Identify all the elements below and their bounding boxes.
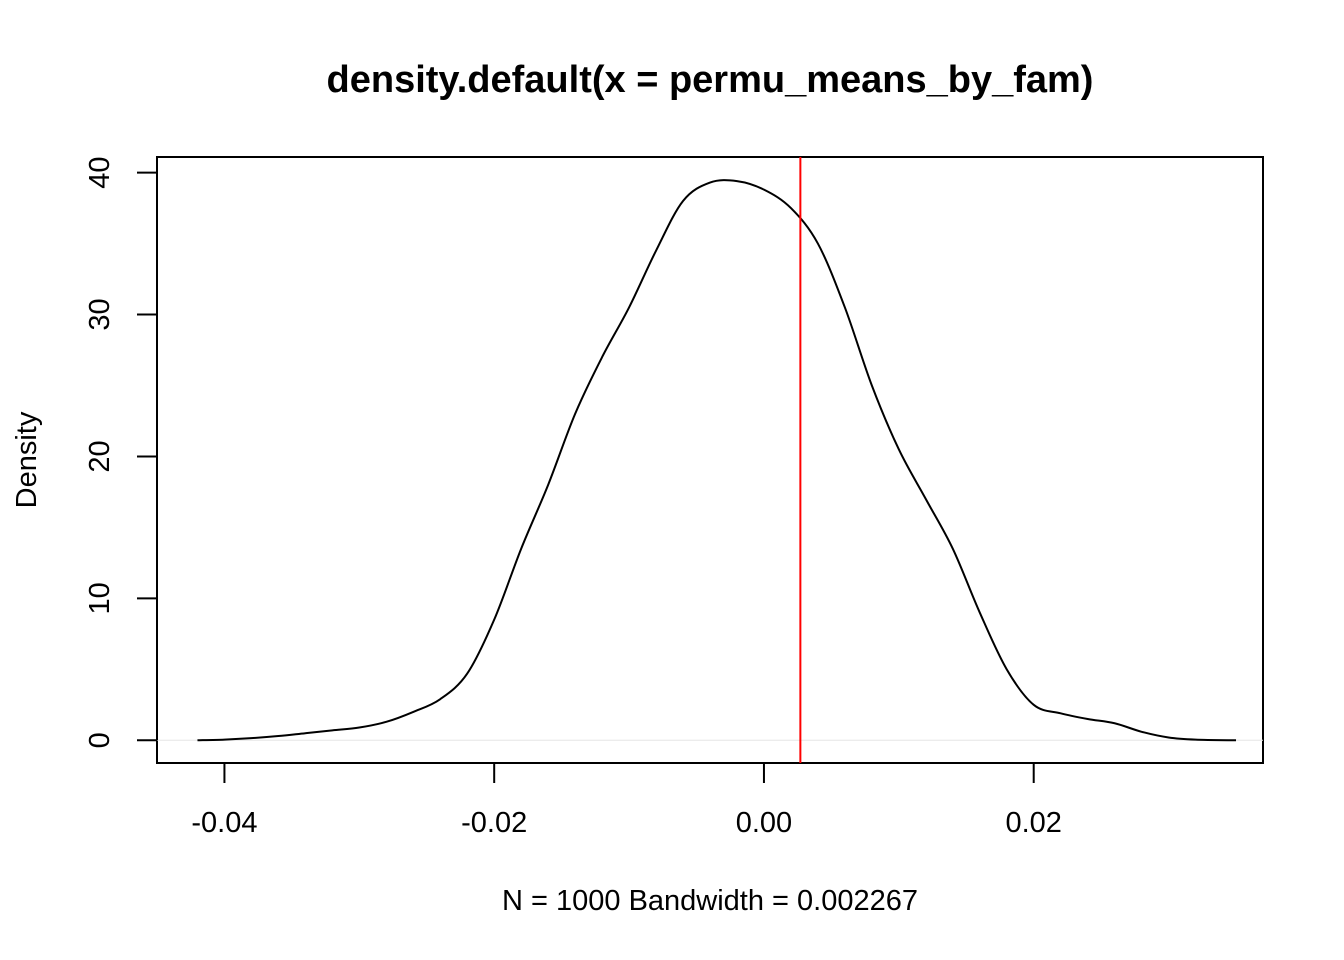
- y-tick-label: 30: [84, 298, 116, 330]
- x-tick-label: -0.04: [191, 807, 257, 839]
- x-tick-label: 0.00: [736, 807, 792, 839]
- x-axis-label: N = 1000 Bandwidth = 0.002267: [502, 885, 918, 917]
- y-axis-label: Density: [11, 411, 43, 508]
- y-tick-label: 20: [84, 440, 116, 472]
- y-tick-label: 0: [84, 732, 116, 748]
- x-tick-label: 0.02: [1005, 807, 1061, 839]
- y-tick-label: 40: [84, 156, 116, 188]
- density-curve: [197, 179, 1237, 742]
- plot-frame: [156, 156, 1264, 764]
- y-tick-label: 10: [84, 582, 116, 614]
- chart-marks: -0.04 -0.02 0.00 0.02 0 10 20 30 40: [84, 156, 1263, 839]
- chart-title: density.default(x = permu_means_by_fam): [327, 59, 1094, 101]
- x-tick-label: -0.02: [461, 807, 527, 839]
